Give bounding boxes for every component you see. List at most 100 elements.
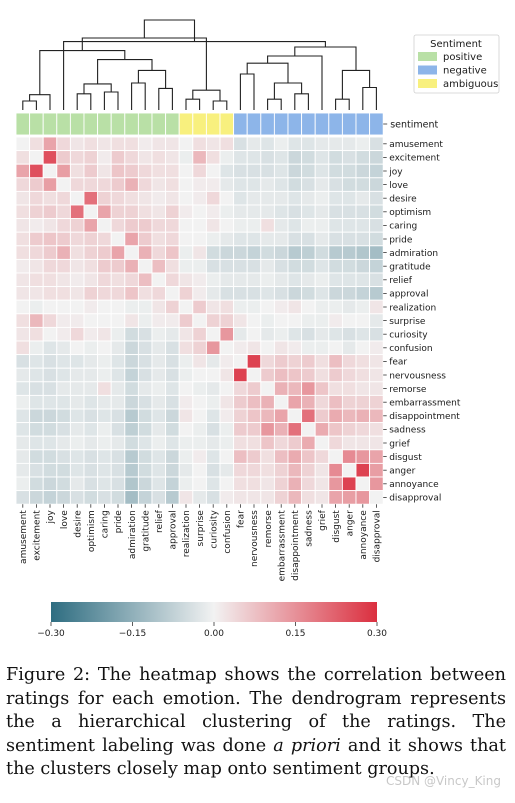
- cell-approval-amusement: [15, 286, 31, 301]
- cell-grief-fear: [233, 435, 248, 451]
- cell-realization-curiosity: [205, 299, 221, 315]
- cell-disapproval-disappointment: [287, 490, 303, 505]
- cell-admiration-nervousness: [246, 245, 262, 260]
- cell-annoyance-gratitude: [137, 476, 153, 492]
- cell-admiration-remorse: [260, 245, 275, 260]
- cell-annoyance-surprise: [192, 476, 207, 492]
- cell-gratitude-admiration: [124, 258, 139, 274]
- cell-grief-curiosity: [205, 435, 221, 451]
- cell-pride-desire: [69, 231, 85, 247]
- cell-realization-caring: [97, 299, 112, 315]
- cell-optimism-nervousness: [246, 204, 262, 220]
- cell-amusement-pride: [110, 136, 126, 152]
- cell-relief-fear: [233, 272, 248, 288]
- cell-anger-optimism: [83, 462, 99, 478]
- cell-joy-surprise: [192, 163, 207, 179]
- cell-caring-confusion: [219, 218, 235, 233]
- cell-relief-excitement: [29, 272, 44, 288]
- dendrogram: [22, 19, 377, 110]
- cell-admiration-admiration: [124, 245, 139, 260]
- cell-annoyance-caring: [97, 476, 112, 492]
- cell-surprise-gratitude: [137, 313, 153, 328]
- cell-remorse-grief: [314, 381, 330, 396]
- sentiment-cell-realization: [178, 112, 194, 136]
- cell-embarrassment-grief: [314, 394, 330, 410]
- cell-grief-approval: [165, 435, 180, 451]
- cell-embarrassment-amusement: [15, 394, 31, 410]
- cell-optimism-caring: [97, 204, 112, 220]
- cell-excitement-confusion: [219, 150, 235, 165]
- cell-optimism-fear: [233, 204, 248, 220]
- sentiment-cell-nervousness: [246, 112, 262, 136]
- cell-love-anger: [341, 177, 357, 192]
- dendrogram-link-7: [137, 69, 167, 89]
- cell-anger-gratitude: [137, 462, 153, 478]
- cell-fear-disgust: [328, 354, 343, 369]
- cell-love-remorse: [260, 177, 275, 192]
- cell-disapproval-optimism: [83, 490, 99, 505]
- cell-excitement-disapproval: [369, 150, 384, 165]
- cell-relief-disappointment: [287, 272, 303, 288]
- cell-disgust-confusion: [219, 449, 235, 464]
- dendrogram-link-6: [158, 87, 173, 110]
- cell-desire-curiosity: [205, 190, 221, 206]
- cell-remorse-gratitude: [137, 381, 153, 396]
- cell-admiration-joy: [42, 245, 58, 260]
- cell-fear-realization: [178, 354, 194, 369]
- cell-anger-fear: [233, 462, 248, 478]
- cell-disapproval-approval: [165, 490, 180, 505]
- cell-joy-amusement: [15, 163, 31, 179]
- col-label-annoyance: annoyance: [359, 510, 369, 560]
- cell-curiosity-fear: [233, 326, 248, 342]
- sentiment-legend: Sentiment positive negative ambiguous: [413, 34, 500, 94]
- cell-admiration-excitement: [29, 245, 44, 260]
- cell-anger-annoyance: [355, 462, 371, 478]
- cell-excitement-sadness: [301, 150, 316, 165]
- cell-annoyance-annoyance: [355, 476, 371, 492]
- cell-caring-approval: [165, 218, 180, 233]
- cell-embarrassment-curiosity: [205, 394, 221, 410]
- cell-approval-nervousness: [246, 286, 262, 301]
- cell-desire-pride: [110, 190, 126, 206]
- cell-desire-fear: [233, 190, 248, 206]
- cell-desire-excitement: [29, 190, 44, 206]
- cell-optimism-joy: [42, 204, 58, 220]
- cell-joy-nervousness: [246, 163, 262, 179]
- cell-embarrassment-pride: [110, 394, 126, 410]
- cell-desire-gratitude: [137, 190, 153, 206]
- cell-joy-disapproval: [369, 163, 384, 179]
- dendrogram-link-2: [76, 93, 92, 110]
- cell-curiosity-desire: [69, 326, 85, 342]
- cell-disappointment-relief: [151, 408, 167, 424]
- cell-grief-realization: [178, 435, 194, 451]
- cell-confusion-surprise: [192, 340, 207, 356]
- cell-realization-joy: [42, 299, 58, 315]
- cell-fear-amusement: [15, 354, 31, 369]
- cell-gratitude-disgust: [328, 258, 343, 274]
- cell-realization-embarrassment: [273, 299, 289, 315]
- cell-joy-joy: [42, 163, 58, 179]
- cell-optimism-optimism: [83, 204, 99, 220]
- sentiment-cell-confusion: [219, 112, 235, 136]
- cell-pride-gratitude: [137, 231, 153, 247]
- cell-disappointment-gratitude: [137, 408, 153, 424]
- col-label-amusement: amusement: [19, 510, 29, 564]
- cell-relief-relief: [151, 272, 167, 288]
- cell-admiration-anger: [341, 245, 357, 260]
- cell-pride-curiosity: [205, 231, 221, 247]
- legend-label-ambiguous: ambiguous: [443, 79, 498, 90]
- cell-joy-caring: [97, 163, 112, 179]
- cell-love-gratitude: [137, 177, 153, 192]
- cell-desire-disappointment: [287, 190, 303, 206]
- cell-sadness-caring: [97, 422, 112, 437]
- cell-remorse-love: [56, 381, 71, 396]
- cell-pride-sadness: [301, 231, 316, 247]
- cell-fear-fear: [233, 354, 248, 369]
- cell-excitement-desire: [69, 150, 85, 165]
- cell-approval-love: [56, 286, 71, 301]
- dendrogram-link-8: [97, 59, 153, 84]
- cell-annoyance-fear: [233, 476, 248, 492]
- cell-disappointment-curiosity: [205, 408, 221, 424]
- cell-relief-nervousness: [246, 272, 262, 288]
- cell-fear-optimism: [83, 354, 99, 369]
